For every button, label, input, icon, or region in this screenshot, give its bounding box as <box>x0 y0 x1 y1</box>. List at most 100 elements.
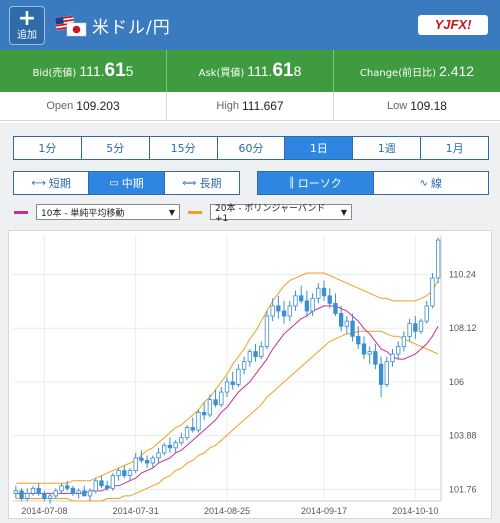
bb-select[interactable]: 20本 - ボリンジャーバンド+1 ▼ <box>210 204 352 224</box>
quote-bar: Bid(売値) 111. 61 5 Ask(買値) 111. 61 8 Chan… <box>0 50 500 92</box>
candle-body <box>401 335 407 347</box>
add-button[interactable]: + 追加 <box>9 6 45 45</box>
ma-select[interactable]: 10本 - 単純平均移動 ▼ <box>36 204 180 220</box>
tab-60min[interactable]: 60分 <box>218 137 286 159</box>
tab-1day[interactable]: 1日 <box>285 137 354 159</box>
candle-body <box>99 480 104 487</box>
candle-body <box>76 490 81 494</box>
x-tick-label: 2014-09-17 <box>301 506 347 516</box>
candle-body <box>190 427 195 431</box>
candle-body <box>70 487 76 494</box>
bid-suffix: 5 <box>125 63 134 79</box>
bb-indicator-row: 20本 - ボリンジャーバンド+1 ▼ <box>188 203 352 224</box>
candle-body <box>276 305 281 312</box>
dropdown-arrow-icon: ▼ <box>340 207 347 217</box>
ask-label: Ask(買値) <box>198 67 245 79</box>
y-tick-label: 103.88 <box>449 431 477 441</box>
candle-body <box>378 363 384 385</box>
candle-body <box>316 287 321 299</box>
candle-body <box>25 492 30 499</box>
candle-label: ローソク <box>297 177 342 190</box>
candle-body <box>213 399 218 406</box>
open-value: 109.203 <box>76 99 120 113</box>
term-short-label: 短期 <box>48 177 71 190</box>
y-tick-label: 110.24 <box>449 270 476 280</box>
candle-body <box>344 320 350 327</box>
open-cell: Open 109.203 <box>0 92 167 120</box>
candle-body <box>133 457 138 472</box>
candle-body <box>173 442 178 449</box>
candle-body <box>384 361 389 385</box>
candle-body <box>30 487 36 494</box>
tab-1min[interactable]: 1分 <box>14 137 82 159</box>
candle-body <box>196 411 201 431</box>
candle-body <box>110 475 116 489</box>
open-label: Open <box>46 100 74 112</box>
candle-body <box>281 310 287 317</box>
short-term-icon: ⟷ <box>31 177 46 189</box>
candle-chart-button[interactable]: ║ ローソク <box>258 172 374 194</box>
candle-body <box>207 399 213 416</box>
tab-1week[interactable]: 1週 <box>353 137 422 159</box>
ma-indicator-row: 10本 - 単純平均移動 ▼ <box>14 203 180 221</box>
term-mid-button[interactable]: ▭ 中期 <box>89 172 165 194</box>
candle-body <box>321 287 327 297</box>
candle-body <box>327 295 332 304</box>
candle-body <box>53 490 58 497</box>
candle-body <box>253 351 258 357</box>
dropdown-arrow-icon: ▼ <box>168 207 175 217</box>
x-tick-label: 2014-10-10 <box>392 506 438 516</box>
tab-1month[interactable]: 1月 <box>445 142 464 155</box>
bid-big-digits: 61 <box>104 60 126 81</box>
ask-big-digits: 61 <box>272 60 294 81</box>
candle-body <box>224 381 230 393</box>
tab-15min[interactable]: 15分 <box>150 137 218 159</box>
candle-body <box>304 300 310 312</box>
low-cell: Low 109.18 <box>334 92 500 120</box>
price-chart[interactable]: 110.24 108.12 106 103.88 101.76 2014-07-08 20… <box>8 230 492 519</box>
line-chart-button[interactable]: ∿ 線 <box>374 172 489 194</box>
candle-body <box>19 490 24 499</box>
candle-body <box>162 444 167 454</box>
candle-body <box>179 437 184 444</box>
ask-cell: Ask(買値) 111. 61 8 <box>167 50 334 92</box>
candle-body <box>299 295 304 302</box>
high-cell: High 111.667 <box>167 92 334 120</box>
candle-body <box>167 444 173 449</box>
long-term-icon: ⟺ <box>182 177 197 189</box>
chart-type-toggle: ║ ローソク ∿ 線 <box>257 171 489 195</box>
mid-term-icon: ▭ <box>109 177 119 189</box>
bollinger-upper-line <box>15 272 439 484</box>
ask-suffix: 8 <box>293 63 302 79</box>
candlestick-icon: ║ <box>288 177 295 189</box>
ma-select-value: 10本 - 単純平均移動 <box>41 208 125 219</box>
ohl-row: Open 109.203 High 111.667 Low 109.18 <box>0 92 500 121</box>
candle-body <box>47 495 53 499</box>
plus-icon: + <box>17 6 37 31</box>
term-long-button[interactable]: ⟺ 長期 <box>165 172 239 194</box>
candle-body <box>127 470 133 477</box>
bb-color-swatch <box>188 210 202 214</box>
term-short-button[interactable]: ⟷ 短期 <box>14 172 90 194</box>
candle-body <box>13 490 19 494</box>
candle-body <box>184 427 190 439</box>
candle-body <box>264 315 270 347</box>
change-cell: Change(前日比) 2.412 <box>334 50 500 92</box>
candle-body <box>350 320 355 337</box>
price-chart-svg: 110.24 108.12 106 103.88 101.76 2014-07-08 20… <box>13 235 477 516</box>
candle-body <box>65 485 70 489</box>
candle-body <box>418 320 424 332</box>
line-chart-icon: ∿ <box>419 177 428 189</box>
header-bar: + 追加 米ドル/円 YJFX! <box>0 0 500 50</box>
candle-body <box>413 323 418 332</box>
tab-5min[interactable]: 5分 <box>82 137 150 159</box>
candle-body <box>139 457 144 461</box>
candle-body <box>333 303 338 314</box>
candle-body <box>247 351 252 363</box>
candle-body <box>356 335 361 345</box>
candle-body <box>59 485 64 492</box>
term-long-label: 長期 <box>199 177 222 190</box>
ma-color-swatch <box>14 210 28 214</box>
candle-body <box>122 470 127 477</box>
y-tick-label: 108.12 <box>449 323 477 333</box>
